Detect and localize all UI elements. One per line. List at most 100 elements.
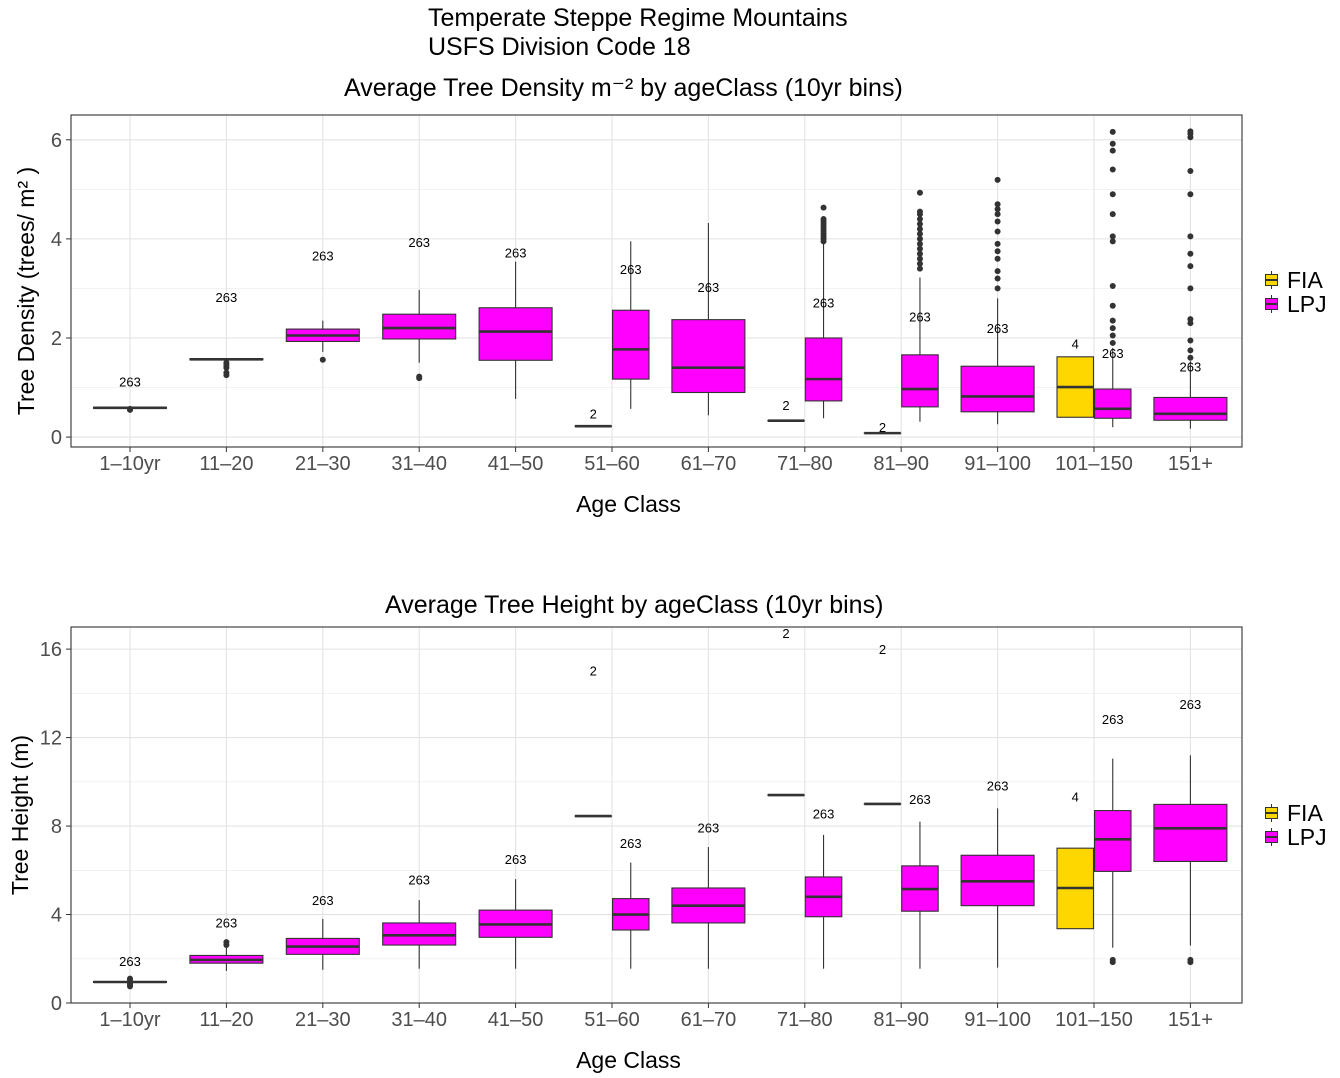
outlier-point	[994, 248, 1001, 255]
height-box-lpj: 263	[960, 779, 1035, 968]
sample-size-label: 263	[698, 280, 720, 295]
height-box-fia: 2	[767, 626, 805, 797]
box-iqr	[671, 319, 746, 394]
outlier-point	[994, 275, 1001, 282]
density-x-tick-label: 81–90	[873, 453, 929, 475]
sample-size-label: 263	[909, 792, 931, 807]
legend-label-fia: FIA	[1287, 266, 1323, 293]
height-box-lpj: 263	[671, 820, 746, 969]
sample-size-label: 263	[1180, 697, 1202, 712]
sample-size-label: 263	[813, 807, 835, 822]
density-x-tick-label: 1–10yr	[99, 453, 160, 475]
height-panel: 0 4 8 12 16 1–10yr 11–20 21–30 31–40 41–50 51–60 61…	[7, 626, 1243, 1073]
density-box-lpj: 263	[285, 249, 360, 363]
box-iqr	[804, 337, 843, 402]
height-y-axis-title: Tree Height (m)	[7, 735, 33, 895]
sample-size-label: 2	[590, 406, 597, 421]
sample-size-label: 2	[782, 398, 789, 413]
height-box-lpj: 263	[189, 915, 264, 971]
sample-size-label: 263	[408, 873, 430, 888]
density-box-lpj: 263	[960, 176, 1035, 425]
outlier-point	[1187, 250, 1194, 257]
box-iqr	[1153, 803, 1228, 862]
box-iqr	[960, 365, 1035, 413]
density-y-axis-title: Tree Density (trees/ m² )	[13, 167, 39, 415]
density-panel: 0 2 4 6 1–10yr 11–20 21–30 31–40 41–50 51–60 61–70…	[13, 114, 1243, 517]
height-x-tick-label: 21–30	[295, 1009, 351, 1031]
box-iqr	[478, 307, 553, 361]
outlier-point	[916, 235, 923, 242]
outlier-point	[994, 228, 1001, 235]
height-box-lpj: 263	[382, 873, 457, 969]
outlier-point	[994, 211, 1001, 218]
density-x-tick-label: 61–70	[681, 453, 737, 475]
outlier-point	[223, 359, 230, 366]
legend-density: FIA LPJ	[1263, 266, 1327, 317]
height-box-lpj: 263	[478, 852, 553, 969]
height-x-tick-label: 61–70	[681, 1009, 737, 1031]
outlier-point	[1109, 282, 1116, 289]
box-iqr	[1153, 396, 1228, 421]
outlier-point	[1109, 140, 1116, 147]
height-x-tick-label: 101–150	[1055, 1009, 1133, 1031]
outlier-point	[1109, 191, 1116, 198]
sample-size-label: 263	[909, 310, 931, 325]
height-y-tick-label: 12	[40, 728, 62, 750]
density-box-lpj: 263	[1153, 128, 1228, 429]
legend-label-fia: FIA	[1287, 799, 1323, 826]
outlier-point	[1187, 263, 1194, 270]
height-x-tick-label: 11–20	[199, 1009, 253, 1031]
box-iqr	[382, 313, 457, 340]
density-box-fia: 2	[574, 406, 613, 428]
height-box-fia: 2	[863, 642, 902, 806]
density-x-tick-label: 71–80	[777, 453, 833, 475]
height-x-tick-label: 1–10yr	[99, 1009, 160, 1031]
height-y-tick-label: 4	[51, 905, 62, 927]
outlier-point	[1109, 233, 1116, 240]
density-box-lpj: 263	[804, 204, 843, 419]
outlier-point	[1109, 332, 1116, 339]
sample-size-label: 263	[505, 246, 527, 261]
legend-item-fia: FIA	[1263, 266, 1327, 293]
density-box-fia: 2	[863, 420, 902, 435]
height-y-tick-label: 0	[51, 993, 62, 1015]
outlier-point	[994, 255, 1001, 262]
height-box-lpj: 263	[1153, 697, 1228, 966]
outlier-point	[1109, 166, 1116, 173]
density-x-tick-label: 101–150	[1055, 453, 1133, 475]
outlier-point	[994, 176, 1001, 183]
height-x-tick-label: 81–90	[873, 1009, 929, 1031]
height-box-lpj: 263	[804, 807, 843, 969]
height-panel-border	[70, 626, 1243, 1004]
sample-size-label: 263	[620, 836, 642, 851]
density-y-tick-label: 6	[51, 130, 62, 152]
outlier-point	[127, 975, 133, 982]
outlier-point	[223, 939, 230, 946]
outlier-point	[1109, 339, 1116, 346]
sample-size-label: 263	[119, 954, 141, 969]
density-box-lpj: 263	[189, 290, 264, 379]
height-x-axis-title: Age Class	[576, 1047, 681, 1073]
outlier-point	[916, 250, 923, 257]
density-x-tick-label: 151+	[1168, 453, 1213, 475]
outlier-point	[916, 255, 923, 262]
height-box-fia: 4	[1056, 790, 1095, 930]
outlier-point	[1109, 317, 1116, 324]
sample-size-label: 263	[408, 235, 430, 250]
density-box-lpj: 263	[382, 235, 457, 382]
density-box-lpj: 263	[478, 246, 553, 399]
density-box-fia: 2	[767, 398, 805, 423]
outlier-point	[916, 260, 923, 267]
legend-height: FIA LPJ	[1263, 799, 1327, 850]
outlier-point	[916, 240, 923, 247]
sample-size-label: 263	[813, 295, 835, 310]
box-iqr	[901, 354, 939, 408]
outlier-point	[1187, 354, 1194, 361]
height-box-lpj: 263	[611, 836, 650, 969]
outlier-point	[916, 208, 923, 215]
outlier-point	[127, 405, 133, 412]
density-box-lpj: 263	[92, 375, 168, 413]
outlier-point	[1187, 191, 1194, 198]
outlier-point	[994, 201, 1001, 208]
